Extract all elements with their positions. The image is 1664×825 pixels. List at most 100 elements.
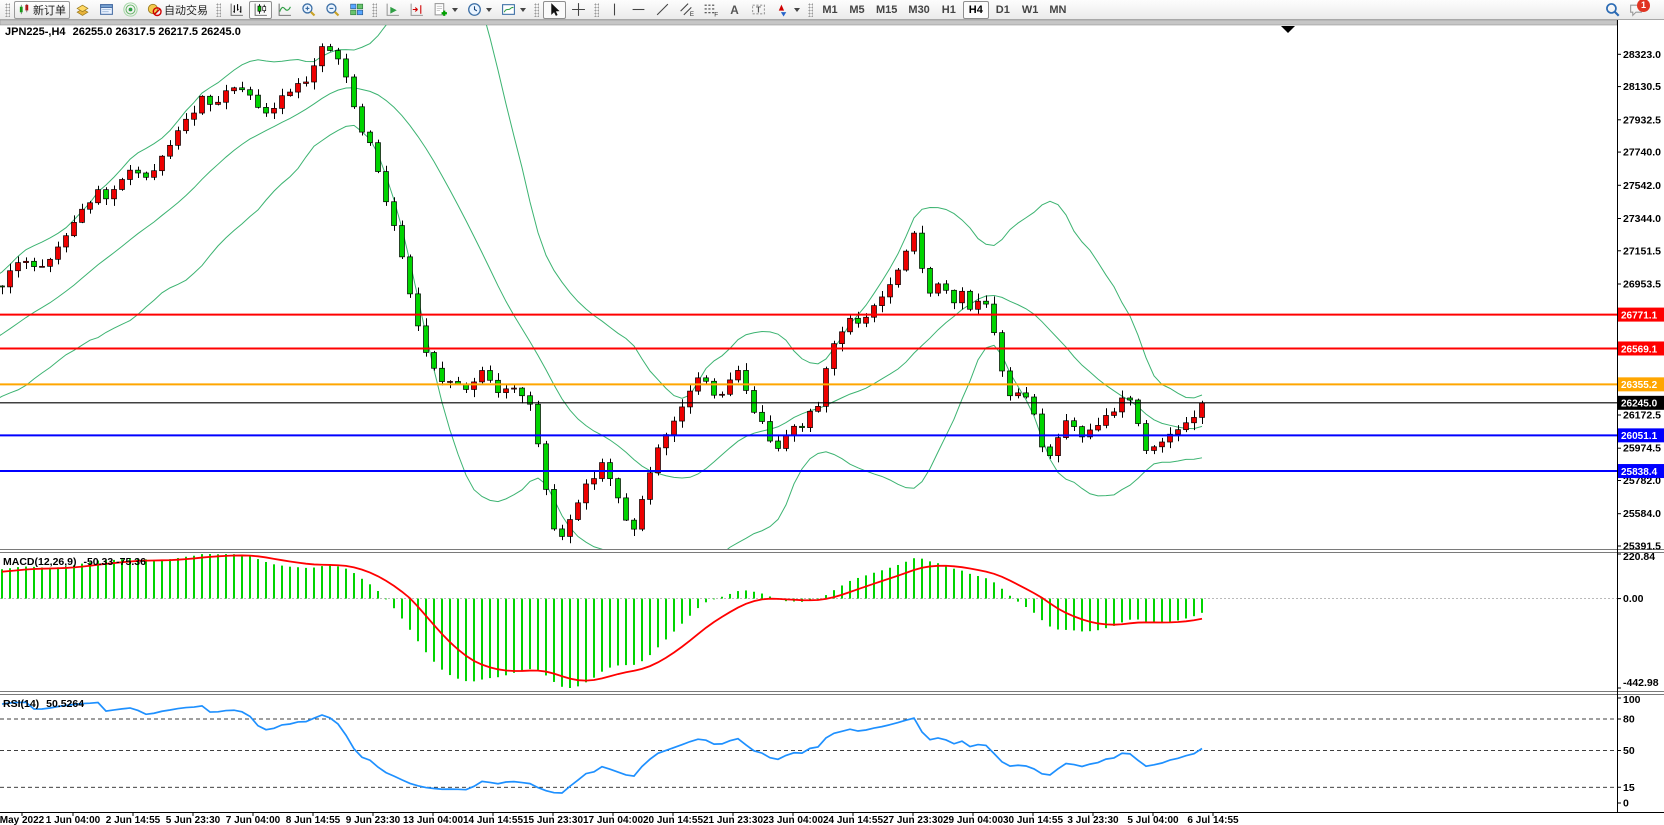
price-axis[interactable]: 28323.0 28130.5 27932.5 27740.0 27542.0 27344… xyxy=(1617,49,1664,810)
svg-text:8 Jun 14:55: 8 Jun 14:55 xyxy=(286,815,341,825)
templates-button[interactable] xyxy=(497,1,530,19)
notifications-button[interactable]: 1 xyxy=(1624,0,1650,19)
auto-trading-icon xyxy=(147,3,162,17)
timeframe-button-w1[interactable]: W1 xyxy=(1017,1,1044,19)
toolbar-grip[interactable] xyxy=(808,2,813,17)
vertical-line-button[interactable] xyxy=(603,1,626,19)
svg-text:3 Jul 23:30: 3 Jul 23:30 xyxy=(1067,815,1119,825)
price-level-badge xyxy=(1618,395,1664,410)
svg-text:17 Jun 04:00: 17 Jun 04:00 xyxy=(583,815,643,825)
bar-chart-button[interactable] xyxy=(225,1,248,19)
clock-icon xyxy=(468,3,481,16)
price-level-badge xyxy=(1618,377,1664,392)
cursor-button[interactable] xyxy=(543,0,566,19)
auto-trading-button[interactable]: 自动交易 xyxy=(143,1,212,19)
svg-text:25974.5: 25974.5 xyxy=(1623,443,1661,455)
timeframe-button-mn[interactable]: MN xyxy=(1044,1,1071,19)
timeframe-button-d1[interactable]: D1 xyxy=(990,1,1016,19)
svg-text:May 2022: May 2022 xyxy=(0,815,45,825)
svg-text:27151.5: 27151.5 xyxy=(1623,245,1661,257)
timeframe-group: M1 M5 M15 M30 H1 H4 D1 W1 MN xyxy=(817,0,1071,19)
zoom-out-button[interactable] xyxy=(321,1,344,19)
toolbar-grip[interactable] xyxy=(5,2,10,17)
timeframe-button-m15[interactable]: M15 xyxy=(871,1,902,19)
bollinger-upper-band xyxy=(0,25,1203,399)
trendline-button[interactable] xyxy=(651,1,674,19)
svg-text:26355.2: 26355.2 xyxy=(1621,380,1658,391)
candlestick-chart-button[interactable] xyxy=(249,0,272,19)
svg-text:20 Jun 14:55: 20 Jun 14:55 xyxy=(643,815,703,825)
horizontal-line-button[interactable] xyxy=(627,1,650,19)
chart-shift-icon xyxy=(410,3,423,16)
svg-text:5 Jun 23:30: 5 Jun 23:30 xyxy=(166,815,221,825)
svg-text:E: E xyxy=(690,11,694,17)
indicators-button[interactable] xyxy=(429,1,462,19)
svg-text:26771.1: 26771.1 xyxy=(1621,310,1658,321)
signals-button[interactable] xyxy=(119,1,142,19)
search-button[interactable] xyxy=(1601,1,1624,19)
svg-text:220.84: 220.84 xyxy=(1623,551,1655,563)
svg-text:27542.0: 27542.0 xyxy=(1623,180,1661,192)
indicators-icon xyxy=(434,3,447,16)
market-watch-button[interactable] xyxy=(71,1,94,19)
line-chart-button[interactable] xyxy=(273,1,296,19)
svg-text:80: 80 xyxy=(1623,714,1635,726)
timeframe-button-m30[interactable]: M30 xyxy=(903,1,934,19)
svg-text:0.00: 0.00 xyxy=(1623,593,1644,605)
date-axis[interactable]: May 2022 1 Jun 04:00 2 Jun 14:55 5 Jun 23:3… xyxy=(0,812,1239,825)
equidistant-channel-icon: E xyxy=(680,3,694,17)
crosshair-button[interactable] xyxy=(567,1,590,19)
svg-text:28323.0: 28323.0 xyxy=(1623,49,1661,61)
svg-text:-442.98: -442.98 xyxy=(1623,677,1659,689)
svg-text:27 Jun 23:30: 27 Jun 23:30 xyxy=(883,815,943,825)
timeframe-button-m1[interactable]: M1 xyxy=(817,1,843,19)
bollinger-middle-band xyxy=(0,87,1203,479)
auto-trading-label: 自动交易 xyxy=(164,4,208,17)
zoom-in-button[interactable] xyxy=(297,1,320,19)
auto-scroll-button[interactable] xyxy=(381,1,404,19)
arrows-icon xyxy=(778,4,787,17)
periods-button[interactable] xyxy=(463,1,496,19)
svg-text:30 Jun 14:55: 30 Jun 14:55 xyxy=(1003,815,1063,825)
svg-text:14 Jun 14:55: 14 Jun 14:55 xyxy=(463,815,523,825)
chart-svg[interactable]: 28323.0 28130.5 27932.5 27740.0 27542.0 27344… xyxy=(0,19,1664,825)
equidistant-channel-button[interactable]: E xyxy=(675,1,698,19)
svg-text:6 Jul 14:55: 6 Jul 14:55 xyxy=(1187,815,1239,825)
chart-shift-marker[interactable] xyxy=(1281,26,1295,33)
text-button[interactable]: A xyxy=(723,1,746,19)
chart-canvas[interactable]: JPN225-,H4 26255.0 26317.5 26217.5 26245… xyxy=(0,19,1664,825)
data-window-button[interactable] xyxy=(95,1,118,19)
toolbar-grip[interactable] xyxy=(372,2,377,17)
svg-text:15 Jun 23:30: 15 Jun 23:30 xyxy=(523,815,583,825)
svg-text:T: T xyxy=(756,6,761,15)
timeframe-button-h4[interactable]: H4 xyxy=(962,0,989,19)
timeframe-button-m5[interactable]: M5 xyxy=(844,1,870,19)
periods-dropdown-caret xyxy=(486,7,492,12)
arrows-dropdown-caret xyxy=(794,7,800,12)
data-window-icon xyxy=(100,4,113,15)
toolbar-grip[interactable] xyxy=(216,2,221,17)
svg-text:5 Jul 04:00: 5 Jul 04:00 xyxy=(1127,815,1179,825)
fibonacci-icon: F xyxy=(704,4,718,17)
horizontal-line-icon xyxy=(632,8,645,11)
timeframe-button-h1[interactable]: H1 xyxy=(936,1,962,19)
candlestick-chart-icon xyxy=(254,3,267,16)
new-order-button[interactable]: 新订单 xyxy=(14,0,70,19)
svg-text:7 Jun 04:00: 7 Jun 04:00 xyxy=(226,815,281,825)
svg-text:28130.5: 28130.5 xyxy=(1623,81,1661,93)
toolbar-grip[interactable] xyxy=(594,2,599,17)
crosshair-icon xyxy=(572,3,585,16)
arrows-button[interactable] xyxy=(771,1,804,19)
text-label-button[interactable]: T xyxy=(747,1,770,19)
tile-windows-button[interactable] xyxy=(345,1,368,19)
chart-shift-button[interactable] xyxy=(405,1,428,19)
level-lines-layer xyxy=(0,313,1617,473)
zoom-in-icon xyxy=(302,3,316,17)
pane-borders xyxy=(0,20,1664,813)
svg-text:9 Jun 23:30: 9 Jun 23:30 xyxy=(346,815,401,825)
fibonacci-button[interactable]: F xyxy=(699,1,722,19)
chart-scrollbar[interactable] xyxy=(0,19,1618,26)
toolbar-grip[interactable] xyxy=(534,2,539,17)
templates-dropdown-caret xyxy=(520,7,526,12)
